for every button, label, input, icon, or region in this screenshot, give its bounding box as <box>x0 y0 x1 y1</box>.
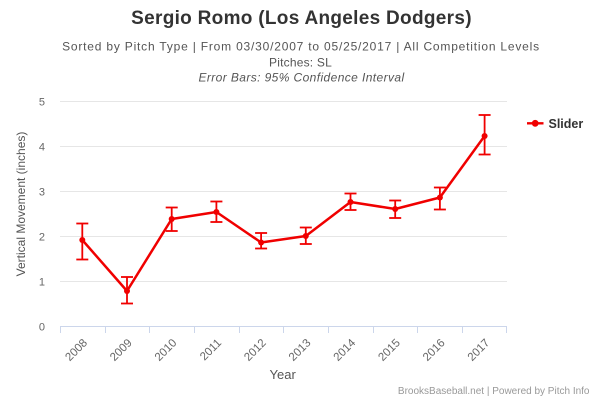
svg-text:BrooksBaseball.net | Powered b: BrooksBaseball.net | Powered by Pitch In… <box>398 386 590 397</box>
svg-text:Pitches: SL: Pitches: SL <box>269 56 332 70</box>
svg-text:Sergio Romo (Los Angeles Dodge: Sergio Romo (Los Angeles Dodgers) <box>131 8 472 29</box>
svg-text:3: 3 <box>39 187 45 199</box>
svg-text:Error Bars: 95% Confidence Int: Error Bars: 95% Confidence Interval <box>198 70 404 84</box>
svg-text:Sorted by Pitch Type | From 03: Sorted by Pitch Type | From 03/30/2007 t… <box>62 40 540 54</box>
svg-text:2: 2 <box>39 232 45 244</box>
svg-text:4: 4 <box>39 142 45 154</box>
svg-text:5: 5 <box>39 97 45 109</box>
svg-text:1: 1 <box>39 277 45 289</box>
svg-text:0: 0 <box>39 322 45 334</box>
svg-text:Year: Year <box>270 367 297 382</box>
svg-text:Vertical Movement (inches): Vertical Movement (inches) <box>14 132 28 277</box>
svg-text:Slider: Slider <box>549 117 584 131</box>
